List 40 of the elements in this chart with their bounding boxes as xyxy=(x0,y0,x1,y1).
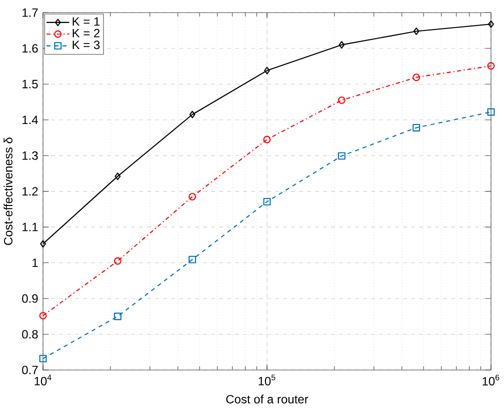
point xyxy=(114,257,122,265)
y-tick-label: 1.3 xyxy=(22,151,38,160)
point xyxy=(488,20,494,28)
y-tick-label: 1 xyxy=(32,258,38,267)
point xyxy=(188,256,196,264)
x-tick-label: 10$^{4}$ xyxy=(34,374,52,386)
y-tick-label: 1.6 xyxy=(22,44,38,53)
point xyxy=(338,152,346,160)
y-tick-label: 0.7 xyxy=(22,366,38,374)
point xyxy=(487,108,495,116)
point xyxy=(263,136,271,144)
point xyxy=(114,312,122,320)
point xyxy=(263,198,271,206)
point xyxy=(189,110,196,118)
y-tick-label: 1.7 xyxy=(22,8,38,17)
legend-label: K = 1 xyxy=(72,17,100,26)
point xyxy=(413,28,420,35)
point xyxy=(188,192,196,200)
point xyxy=(39,354,47,362)
point xyxy=(264,66,270,74)
y-tick-label: 1.1 xyxy=(22,222,38,232)
point xyxy=(39,312,47,320)
point xyxy=(114,172,121,180)
point xyxy=(338,41,345,49)
legend-label: K = 2 xyxy=(72,28,100,38)
legend-label: K = 3 xyxy=(72,40,100,50)
y-tick-label: 0.9 xyxy=(22,294,38,303)
point xyxy=(40,240,46,248)
x-tick-label: 10$^{5}$ xyxy=(258,374,276,386)
point xyxy=(487,62,495,70)
y-axis-title: Cost-effectiveness δ xyxy=(4,138,12,245)
x-tick-label: 10$^{6}$ xyxy=(482,374,500,386)
y-tick-label: 0.8 xyxy=(22,330,38,339)
y-tick-label: 1.5 xyxy=(22,80,38,88)
y-tick-label: 1.2 xyxy=(22,187,38,196)
point xyxy=(412,74,420,82)
point xyxy=(412,124,420,132)
x-axis-title: Cost of a router xyxy=(226,394,308,404)
y-tick-label: 1.4 xyxy=(22,116,38,124)
point xyxy=(338,96,346,104)
